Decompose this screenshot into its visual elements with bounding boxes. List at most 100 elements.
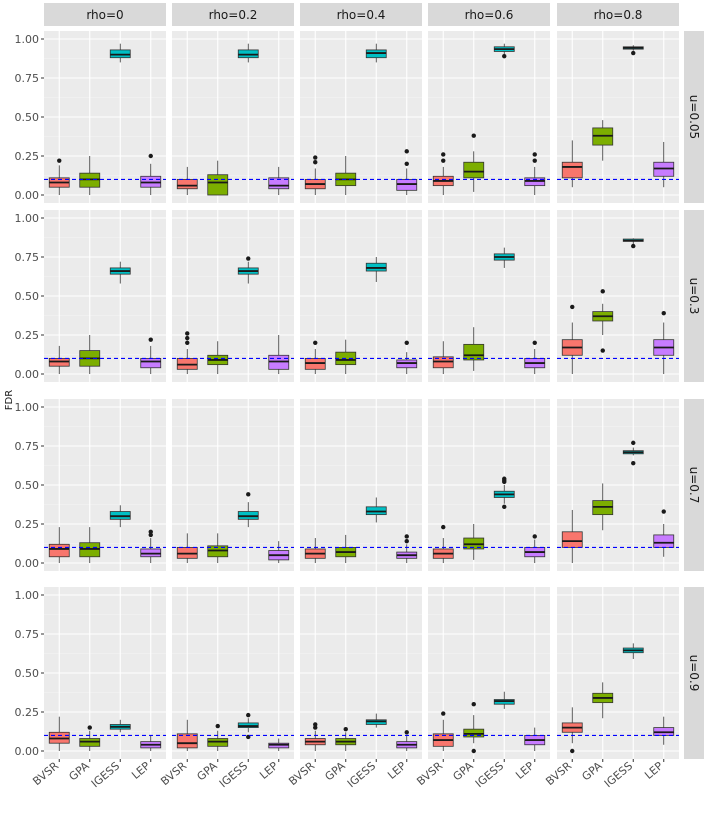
facet-panel — [44, 210, 166, 382]
outlier-point — [148, 532, 153, 538]
y-tick-label: 0.50 — [15, 667, 40, 680]
box-body — [140, 357, 162, 369]
y-tick-label: 0.25 — [15, 329, 40, 342]
facet-panel — [172, 587, 294, 759]
box-gpa — [463, 524, 485, 560]
facet-panel — [557, 210, 679, 382]
box-lep — [140, 735, 162, 751]
outlier-point — [404, 340, 409, 345]
box-gpa — [79, 156, 101, 195]
facet-panel — [300, 587, 422, 759]
outlier-point — [502, 476, 507, 481]
y-tick-label: 1.00 — [15, 589, 40, 602]
y-tick-label: 0.75 — [15, 628, 40, 641]
outlier-point — [441, 524, 446, 530]
y-tick-label: 0.50 — [15, 111, 40, 124]
row-strip — [684, 31, 704, 203]
outlier-point — [148, 153, 153, 159]
outlier-point — [148, 337, 153, 342]
y-axis-title: FDR — [4, 390, 15, 410]
outlier-point — [532, 534, 537, 539]
box-body — [561, 531, 583, 548]
outlier-point — [246, 256, 251, 261]
box-body — [653, 534, 675, 548]
box-bvsr — [432, 524, 454, 563]
outlier-point — [600, 348, 605, 353]
box-gpa — [207, 341, 229, 374]
outlier-point — [600, 289, 605, 294]
y-tick-label: 0.25 — [15, 518, 40, 531]
box-body — [176, 733, 198, 749]
box-lep — [653, 310, 675, 374]
outlier-point — [661, 310, 666, 316]
y-tick-label: 0.00 — [15, 745, 40, 758]
box-gpa — [207, 533, 229, 563]
box-gpa — [592, 483, 614, 531]
box-body — [176, 178, 198, 190]
y-tick-label: 1.00 — [15, 212, 40, 225]
box-lep — [653, 716, 675, 745]
y-tick-label: 0.50 — [15, 479, 40, 492]
outlier-point — [404, 161, 409, 166]
outlier-point — [532, 158, 537, 163]
outlier-point — [631, 243, 636, 249]
y-tick-label: 1.00 — [15, 33, 40, 46]
facet-panel — [44, 399, 166, 571]
box-bvsr — [304, 155, 326, 195]
facet-panel — [300, 399, 422, 571]
box-gpa — [335, 726, 357, 751]
outlier-point — [313, 340, 318, 345]
column-strip — [300, 3, 422, 26]
box-igess — [109, 505, 131, 528]
outlier-point — [404, 534, 409, 539]
box-igess — [622, 45, 644, 56]
box-gpa — [463, 133, 485, 192]
outlier-point — [313, 160, 318, 165]
box-igess — [109, 43, 131, 63]
outlier-point — [631, 440, 636, 446]
column-strip — [172, 3, 294, 26]
box-bvsr — [561, 509, 583, 563]
outlier-point — [441, 152, 446, 157]
outlier-point — [570, 748, 575, 754]
outlier-point — [185, 331, 190, 336]
outlier-point — [215, 723, 220, 729]
y-tick-label: 1.00 — [15, 401, 40, 414]
y-tick-label: 0.75 — [15, 72, 40, 85]
facet-panel — [428, 399, 550, 571]
box-igess — [493, 476, 515, 510]
outlier-point — [185, 335, 190, 341]
panels-layer — [44, 31, 679, 759]
row-strip — [684, 399, 704, 571]
facet-panel — [300, 31, 422, 203]
outlier-point — [631, 460, 636, 466]
facet-panel — [300, 210, 422, 382]
row-strip — [684, 210, 704, 382]
outlier-point — [631, 50, 636, 56]
column-strip-label: rho=0 — [86, 8, 123, 22]
box-lep — [140, 337, 162, 374]
column-strip-label: rho=0.8 — [594, 8, 643, 22]
row-strip-label: u=0.3 — [687, 278, 701, 315]
box-body — [48, 543, 70, 558]
outlier-point — [532, 340, 537, 345]
box-gpa — [79, 527, 101, 563]
column-strip-label: rho=0.6 — [465, 8, 514, 22]
box-igess — [365, 713, 387, 728]
outlier-point — [404, 538, 409, 544]
y-tick-label: 0.75 — [15, 251, 40, 264]
row-strip-label: u=0.05 — [687, 95, 701, 139]
box-bvsr — [176, 719, 198, 751]
facet-panel — [44, 587, 166, 759]
box-igess — [622, 643, 644, 659]
box-bvsr — [561, 304, 583, 374]
facet-panel — [172, 31, 294, 203]
box-gpa — [463, 702, 485, 754]
box-igess — [622, 238, 644, 249]
column-strip-label: rho=0.2 — [209, 8, 258, 22]
outlier-point — [441, 711, 446, 716]
box-igess — [622, 440, 644, 466]
box-gpa — [592, 120, 614, 161]
box-lep — [653, 141, 675, 188]
